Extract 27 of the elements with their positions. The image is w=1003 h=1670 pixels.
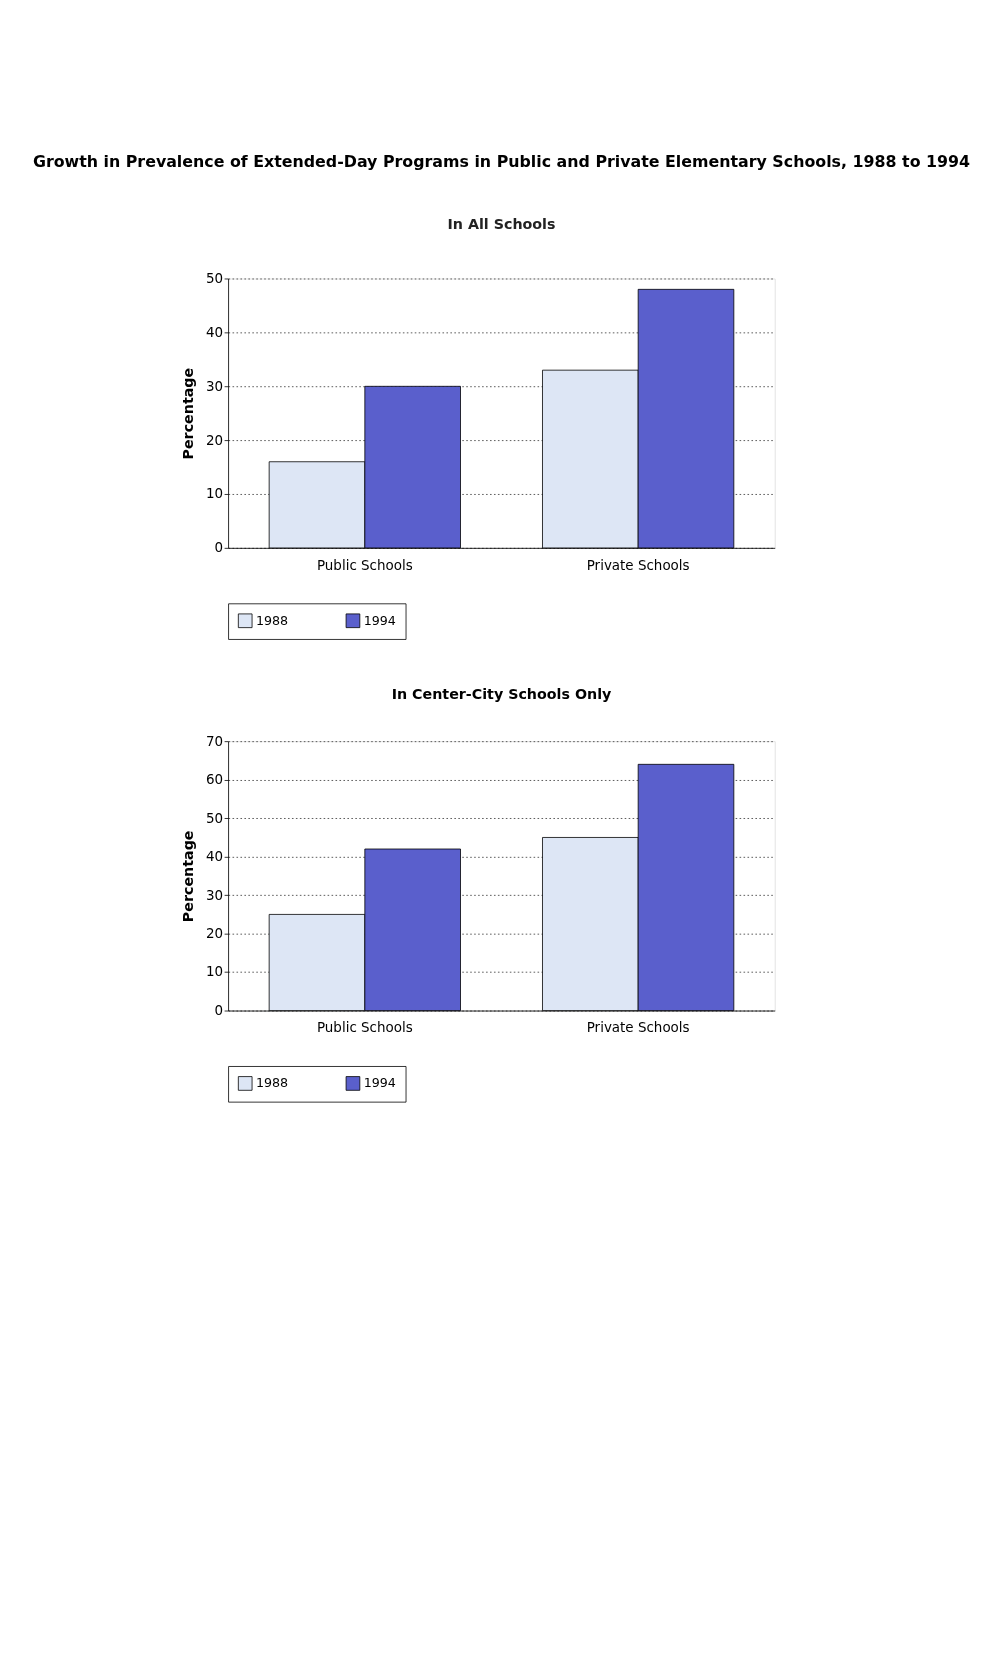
x-tick-label: Private Schools	[586, 1020, 690, 1036]
legend-label: 1988	[255, 1075, 289, 1091]
y-axis-title: Percentage	[180, 830, 197, 923]
x-tick-label: Public Schools	[316, 557, 413, 573]
legend-label: 1994	[363, 612, 396, 628]
legend-label: 1994	[363, 1075, 396, 1091]
y-tick-label: 40	[205, 324, 224, 340]
y-tick-label: 20	[205, 432, 224, 448]
y-tick-label: 20	[205, 926, 224, 942]
legend-label: 1988	[255, 612, 289, 628]
y-tick-label: 0	[214, 1002, 224, 1018]
x-tick-label: Public Schools	[316, 1020, 413, 1036]
y-tick-label: 30	[205, 887, 224, 903]
y-tick-label: 60	[205, 772, 224, 788]
chart-title: In Center-City Schools Only	[391, 686, 613, 703]
y-tick-label: 50	[205, 810, 224, 826]
y-tick-label: 10	[205, 964, 224, 980]
x-tick-label: Private Schools	[586, 557, 690, 573]
chart-subtitle: In All Schools	[447, 215, 556, 232]
y-tick-label: 10	[205, 486, 224, 502]
y-tick-label: 70	[205, 733, 224, 749]
chart-title: Growth in Prevalence of Extended-Day Programs in Public and Private Elementary Schools, 1988 to 1994	[32, 151, 971, 171]
y-tick-label: 0	[214, 540, 224, 556]
y-tick-label: 40	[205, 849, 224, 865]
y-axis-title: Percentage	[180, 367, 197, 460]
y-tick-label: 30	[205, 378, 224, 394]
y-tick-label: 50	[205, 270, 224, 286]
